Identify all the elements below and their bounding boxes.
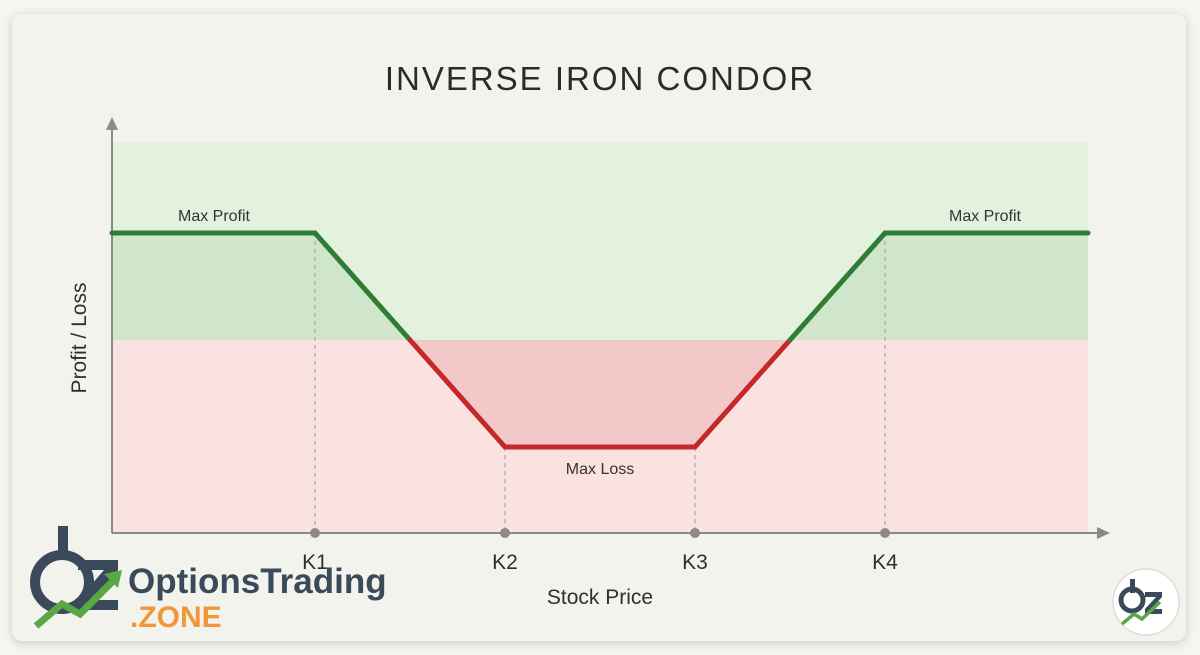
annotation-max-profit-right: Max Profit — [949, 208, 1022, 225]
payoff-segment-2 — [312, 230, 413, 343]
annotation-max-profit-left: Max Profit — [178, 208, 251, 225]
y-axis-arrow — [106, 117, 118, 130]
x-tick-label-k3: K3 — [682, 551, 708, 574]
strike-dot-k4 — [880, 528, 890, 538]
payoff-line — [109, 230, 1091, 450]
payoff-segment-6 — [787, 230, 888, 343]
strike-dot-k2 — [500, 528, 510, 538]
strike-guides — [314, 233, 886, 533]
y-axis-label: Profit / Loss — [68, 283, 91, 394]
annotation-max-loss: Max Loss — [566, 461, 634, 478]
optionstrading-logo: OptionsTrading .ZONE — [30, 526, 387, 634]
chart-title: INVERSE IRON CONDOR — [385, 60, 815, 97]
logo-name-sub: .ZONE — [130, 601, 222, 634]
x-tick-label-k2: K2 — [492, 551, 518, 574]
x-tick-label-k4: K4 — [872, 551, 898, 574]
logo-name-main: OptionsTrading — [128, 562, 387, 601]
x-tick-label-k1: K1 — [302, 551, 328, 574]
payoff-segment-3 — [407, 337, 508, 450]
strike-dots — [310, 528, 890, 538]
loss-area — [410, 340, 790, 447]
x-axis-arrow — [1097, 527, 1110, 539]
strike-dot-k1 — [310, 528, 320, 538]
strike-dot-k3 — [690, 528, 700, 538]
payoff-segment-5 — [692, 337, 793, 450]
oz-logo-icon — [30, 526, 122, 629]
x-axis-label: Stock Price — [547, 586, 653, 609]
oz-badge-icon — [1112, 568, 1180, 636]
